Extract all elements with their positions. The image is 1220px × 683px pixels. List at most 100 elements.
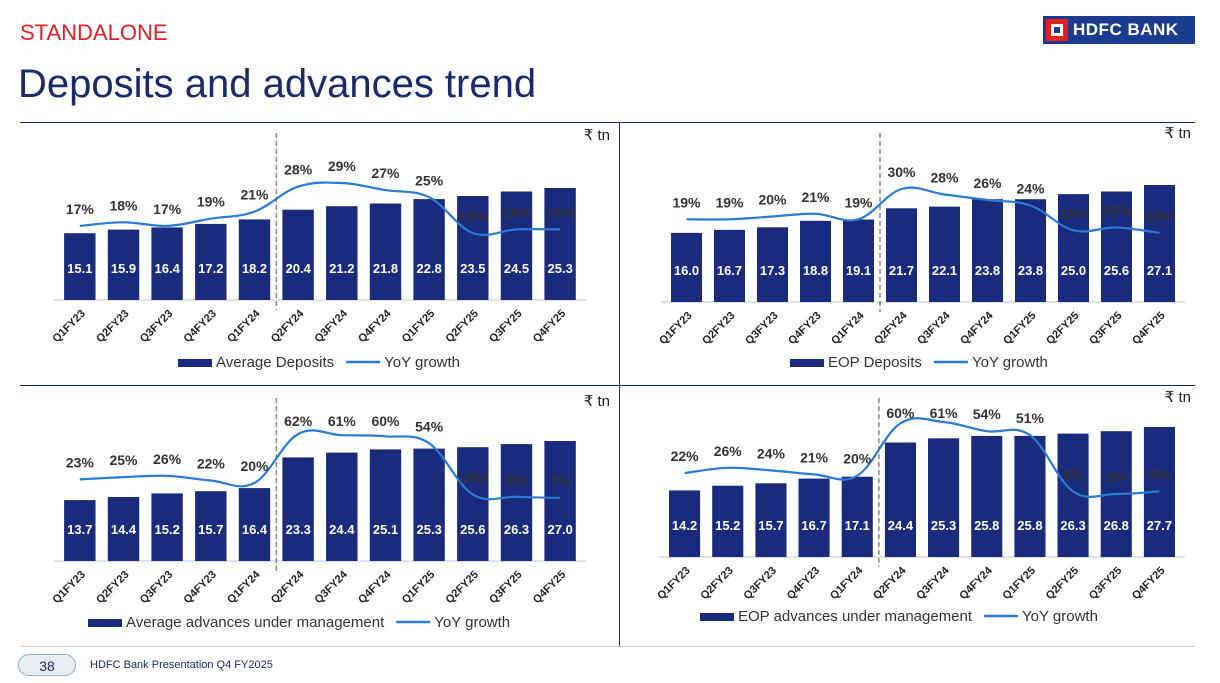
bar-q1fy23 [64, 500, 96, 561]
growth-label-q4fy25: 14% [1145, 208, 1174, 224]
growth-label-q1fy25: 24% [1016, 181, 1045, 197]
category-label-q3fy23: Q3FY23 [743, 310, 780, 347]
bar-value-q3fy25: 26.8 [1104, 518, 1129, 533]
bar-q2fy25 [1058, 194, 1089, 302]
legend-bar-swatch [178, 359, 212, 367]
bar-value-q3fy23: 15.2 [155, 522, 180, 537]
bar-q2fy24 [884, 442, 916, 557]
category-label-q3fy23: Q3FY23 [742, 565, 779, 602]
bar-value-q3fy23: 17.3 [760, 263, 785, 278]
growth-label-q4fy25: 16% [546, 204, 575, 220]
eop-advances-chart: ₹ tn 22% 26% 24% 21% 20% 60% 61% 54% 51% 8% 6% 8% 14.… [655, 389, 1191, 625]
legend-bar-label: Average Deposits [216, 354, 334, 371]
bar-value-q2fy23: 16.7 [717, 263, 742, 278]
bar-q3fy25 [1101, 191, 1132, 302]
page-title: Deposits and advances trend [18, 62, 537, 106]
bar-value-q2fy24: 20.4 [286, 261, 312, 276]
category-label-q3fy25: Q3FY25 [487, 569, 524, 606]
bar-value-q2fy23: 15.2 [715, 518, 740, 533]
legend: EOP Deposits YoY growth [790, 354, 1048, 371]
category-label-q2fy24: Q2FY24 [871, 564, 909, 602]
bar-value-q1fy23: 13.7 [67, 522, 92, 537]
bar-q2fy24 [282, 457, 314, 561]
growth-label-q3fy23: 17% [153, 201, 182, 217]
bar-value-q2fy24: 23.3 [286, 522, 311, 537]
category-label-q3fy25: Q3FY25 [1087, 565, 1124, 602]
category-label-q4fy25: Q4FY25 [531, 308, 568, 345]
legend-bar-label: EOP advances under management [738, 608, 973, 625]
bar-q1fy24 [238, 219, 271, 300]
growth-label-q1fy25: 51% [1016, 410, 1045, 426]
category-label-q2fy25: Q2FY25 [443, 308, 480, 345]
bar-value-q1fy23: 14.2 [672, 518, 697, 533]
bar-q4fy25 [544, 441, 576, 561]
legend-bar-label: Average advances under management [126, 614, 385, 631]
average-deposits-chart: ₹ tn 17% 18% 17% 19% 21% 28% 29% 27% 25% 15% 16% 16%… [50, 127, 610, 371]
bar-value-q1fy24: 18.2 [242, 261, 267, 276]
page-number: 38 [18, 654, 76, 676]
bar-value-q3fy24: 25.3 [931, 518, 956, 533]
legend-bar-swatch [700, 613, 734, 621]
bar-q1fy25 [413, 199, 445, 300]
legend-line-label: YoY growth [972, 354, 1048, 371]
category-label-q4fy24: Q4FY24 [356, 568, 394, 606]
growth-label-q4fy24: 54% [973, 406, 1002, 422]
bar-q1fy25 [413, 448, 445, 561]
unit-label: ₹ tn [584, 127, 610, 144]
growth-label-q3fy23: 20% [758, 192, 787, 208]
growth-label-q2fy23: 25% [109, 452, 138, 468]
category-label-q1fy24: Q1FY24 [225, 568, 263, 606]
bar-q4fy24 [972, 199, 1003, 302]
yoy-growth-line [79, 429, 561, 501]
growth-label-q2fy24: 28% [284, 162, 313, 178]
category-label-q2fy23: Q2FY23 [700, 310, 737, 347]
growth-label-q4fy25: 8% [1149, 466, 1170, 482]
bar-value-q4fy24: 21.8 [373, 261, 398, 276]
growth-label-q2fy25: 10% [459, 470, 488, 486]
growth-label-q2fy23: 26% [714, 443, 743, 459]
bar-q1fy23 [671, 232, 702, 302]
legend-line-label: YoY growth [434, 614, 510, 631]
category-label-q1fy23: Q1FY23 [50, 308, 87, 345]
growth-label-q3fy25: 8% [506, 472, 527, 488]
bar-value-q2fy25: 25.6 [460, 522, 485, 537]
growth-label-q1fy23: 17% [66, 201, 95, 217]
bar-value-q2fy25: 26.3 [1060, 518, 1085, 533]
bar-value-q3fy23: 15.7 [758, 518, 783, 533]
category-label-q2fy25: Q2FY25 [1044, 565, 1081, 602]
growth-label-q1fy25: 25% [415, 172, 444, 188]
category-label-q1fy25: Q1FY25 [400, 569, 437, 606]
footer-text: HDFC Bank Presentation Q4 FY2025 [90, 659, 273, 671]
category-label-q1fy25: Q1FY25 [1001, 565, 1038, 602]
yoy-growth-line [686, 186, 1160, 235]
bar-value-q4fy24: 25.8 [974, 518, 999, 533]
bar-value-q1fy24: 16.4 [242, 522, 268, 537]
bar-q3fy23 [757, 227, 788, 302]
bar-value-q4fy25: 27.7 [1147, 518, 1172, 533]
category-label-q3fy24: Q3FY24 [312, 568, 350, 606]
bar-value-q1fy24: 17.1 [845, 518, 870, 533]
category-label-q3fy24: Q3FY24 [914, 564, 952, 602]
bar-q2fy23 [712, 485, 744, 557]
category-label-q4fy24: Q4FY24 [356, 307, 394, 345]
category-label-q2fy24: Q2FY24 [872, 309, 910, 347]
bar-q3fy24 [929, 206, 960, 302]
logo-text: HDFC BANK [1073, 20, 1179, 39]
growth-label-q4fy24: 60% [371, 413, 400, 429]
bar-value-q2fy23: 15.9 [111, 261, 136, 276]
bar-q4fy23 [195, 223, 227, 300]
growth-label-q4fy24: 27% [371, 165, 400, 181]
growth-label-q3fy24: 61% [930, 405, 959, 421]
category-label-q4fy24: Q4FY24 [957, 564, 995, 602]
category-label-q2fy23: Q2FY23 [698, 565, 735, 602]
category-label-q3fy23: Q3FY23 [138, 308, 175, 345]
legend: Average advances under management YoY gro… [88, 614, 510, 631]
bar-q3fy24 [326, 452, 358, 561]
footer-divider [20, 646, 1195, 647]
bar-q2fy23 [714, 229, 745, 302]
bar-q2fy25 [457, 196, 489, 300]
unit-label: ₹ tn [1165, 389, 1191, 406]
hdfc-logo-icon [1046, 19, 1068, 41]
category-label-q2fy24: Q2FY24 [269, 568, 307, 606]
category-label-q3fy24: Q3FY24 [915, 309, 953, 347]
